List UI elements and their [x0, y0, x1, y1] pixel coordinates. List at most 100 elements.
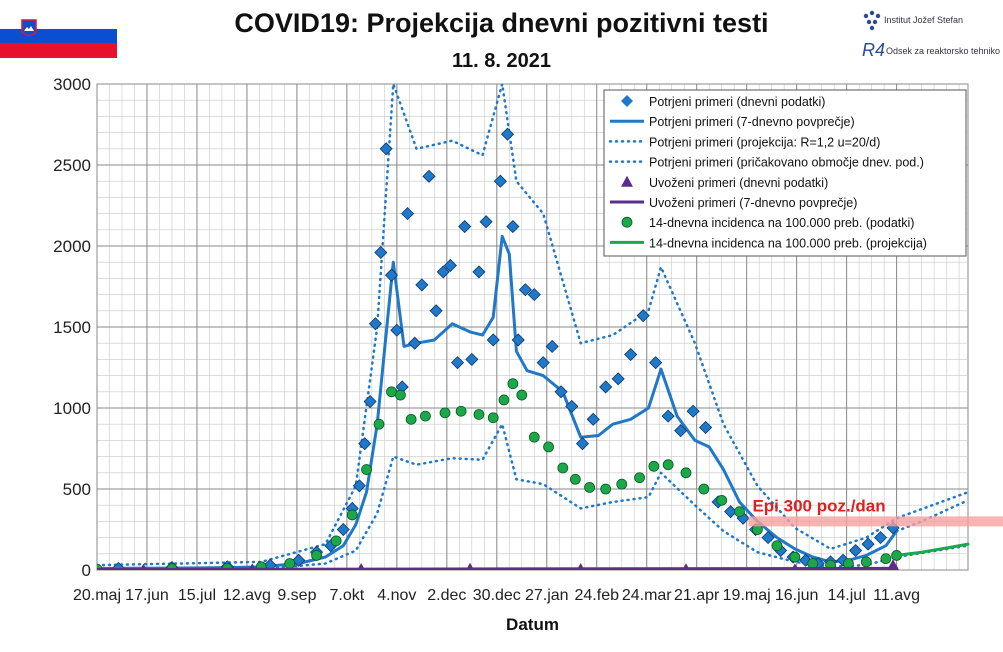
incidence-point: [97, 563, 103, 570]
incidence-point: [880, 553, 892, 565]
confirmed-point: [661, 409, 675, 423]
incidence-point: [330, 535, 342, 547]
legend-entry: 14-dnevna incidenca na 100.000 preb. (pr…: [649, 236, 927, 250]
confirmed-point: [345, 501, 359, 516]
ijs-logo: Institut Jožef Stefan: [863, 10, 963, 31]
slovenia-flag-icon: [0, 14, 117, 58]
incidence-point: [166, 563, 178, 570]
imported-avg-line: [97, 566, 899, 570]
y-tick-label: 2500: [53, 156, 91, 175]
incidence-point: [662, 459, 674, 471]
confirmed-point: [415, 278, 429, 292]
incidence-point: [771, 540, 783, 552]
incidence-point: [507, 378, 519, 390]
confirmed-point: [458, 219, 472, 234]
x-tick-label: 16.jun: [775, 587, 819, 604]
page-title: COVID19: Projekcija dnevni pozitivni tes…: [234, 8, 769, 38]
x-tick-label: 27.jan: [525, 587, 569, 604]
legend-entry: Potrjeni primeri (7-dnevno povprečje): [649, 115, 855, 129]
incidence-point: [284, 558, 296, 569]
x-tick-label: 14.jul: [828, 587, 866, 604]
imported-point: [576, 563, 585, 570]
confirmed-point: [506, 219, 520, 234]
confirmed-point: [443, 258, 457, 273]
confirmed-point: [384, 268, 399, 282]
x-tick-label: 17.jun: [125, 587, 169, 604]
incidence-point: [405, 413, 417, 425]
confirmed-point: [786, 550, 800, 564]
incidence-point: [395, 389, 406, 401]
x-tick-label: 4.nov: [377, 587, 416, 604]
y-tick-label: 500: [63, 480, 91, 499]
legend-box: [603, 89, 967, 257]
range-lower-line: [97, 422, 970, 570]
confirmed-point: [824, 555, 838, 569]
r4-logo-mark: R4: [862, 40, 885, 60]
confirmed-point: [263, 558, 277, 570]
confirmed-point: [836, 553, 850, 567]
grid-lines: [96, 83, 968, 571]
y-tick-label: 1000: [53, 399, 91, 418]
r4-logo: R4 Odsek za reaktorsko tehniko: [862, 40, 1000, 60]
confirmed-point: [886, 521, 900, 535]
legend-swatch: [621, 175, 633, 187]
confirmed-point: [686, 404, 700, 418]
confirmed-point: [873, 531, 888, 545]
x-tick-label: 19.maj: [723, 587, 771, 604]
confirmed-point: [374, 245, 388, 260]
confirmed-point: [358, 437, 372, 451]
x-tick-label: 15.jul: [178, 587, 216, 604]
confirmed-point: [472, 265, 486, 279]
x-tick-label: 12.avg: [223, 587, 271, 604]
imported-point: [248, 563, 256, 570]
incidence-point: [439, 407, 451, 419]
incidence-point: [584, 481, 596, 493]
confirmed-point: [749, 522, 763, 537]
incidence-point: [255, 561, 267, 570]
confirmed-point: [352, 479, 366, 493]
confirmed-point: [545, 339, 559, 354]
confirmed-point: [450, 356, 465, 370]
imported-point: [887, 559, 900, 570]
x-axis-label: Datum: [506, 615, 559, 634]
confirmed-point: [436, 265, 450, 279]
confirmed-point: [724, 505, 738, 519]
confirmed-point: [479, 215, 493, 229]
confirmed-point: [518, 283, 532, 297]
incidence-point: [734, 506, 745, 518]
ijs-logo-text: Institut Jožef Stefan: [884, 15, 963, 25]
confirmed-point: [408, 336, 422, 350]
confirmed-point: [390, 323, 404, 337]
legend-swatch: [621, 216, 633, 228]
x-tick-label: 24.mar: [622, 587, 672, 604]
incidence-point: [891, 550, 903, 561]
y-tick-label: 2000: [53, 237, 91, 256]
incidence-point: [648, 460, 660, 472]
confirmed-point: [379, 142, 393, 156]
confirmed-point: [465, 352, 479, 366]
confirmed-point: [799, 553, 813, 567]
incidence-point: [860, 556, 872, 568]
imported-point: [139, 563, 147, 570]
confirmed-point: [220, 560, 234, 570]
incidence-point: [420, 410, 431, 422]
confirmed-point: [736, 511, 750, 525]
confirmed-point: [511, 333, 525, 347]
confirmed-point: [536, 356, 550, 370]
plot-layer: [97, 84, 970, 570]
confirmed-point: [575, 437, 590, 451]
incidence-point: [487, 412, 499, 424]
epi-annotation: Epi 300 poz./dan: [752, 496, 885, 515]
incidence-point: [455, 405, 467, 417]
x-tick-label: 7.okt: [330, 587, 365, 604]
confirmed-point: [486, 333, 500, 347]
x-tick-label: 24.feb: [575, 587, 620, 604]
legend-entry: 14-dnevna incidenca na 100.000 preb. (po…: [649, 216, 914, 230]
confirmed-point: [611, 372, 625, 386]
x-tick-label: 20.maj: [73, 587, 121, 604]
confirmed-point: [500, 127, 515, 141]
chart-date: 11. 8. 2021: [452, 50, 551, 72]
confirmed-point: [368, 317, 382, 331]
confirmed-point: [527, 288, 541, 302]
